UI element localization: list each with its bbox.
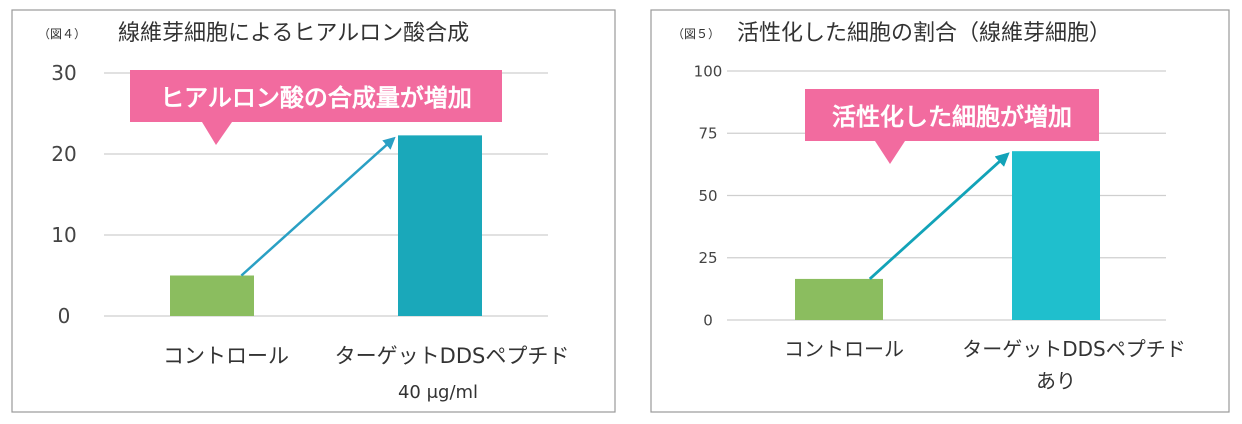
y-tick-label-2-1: 25 — [698, 249, 717, 267]
bar-1-0 — [170, 275, 254, 316]
bars-2 — [795, 151, 1100, 320]
callout-box-2 — [805, 89, 1099, 141]
increase-arrow-2 — [868, 152, 1010, 280]
chart-panel-1: （図４） 線維芽細胞によるヒアルロン酸合成 0 10 20 30 ヒアルロン酸の合成量… — [11, 9, 616, 413]
category-label-1-0: コントロール — [163, 344, 289, 368]
callout-text-2: 活性化した細胞が増加 — [832, 103, 1072, 131]
increase-arrow-1 — [240, 136, 396, 277]
y-tick-label-2-2: 50 — [698, 187, 717, 205]
callout-2: 活性化した細胞が増加 — [805, 89, 1099, 164]
y-tick-label-2-3: 75 — [698, 125, 717, 143]
callout-pointer-1 — [202, 122, 232, 145]
y-tick-label-1-2: 20 — [51, 142, 76, 166]
y-tick-label-2-0: 0 — [703, 311, 713, 329]
category-label-1-1: ターゲットDDSペプチド — [335, 344, 570, 368]
callout-box-1 — [130, 70, 502, 122]
y-tick-labels-2: 0 25 50 75 100 — [694, 62, 723, 329]
bars-1 — [170, 135, 482, 316]
figure-label-2: （図５） — [672, 27, 720, 41]
y-tick-label-1-3: 30 — [51, 61, 76, 85]
panel-2-frame — [650, 9, 1230, 413]
category-label-2-1: ターゲットDDSペプチド — [962, 337, 1186, 361]
bar-2-1 — [1012, 151, 1100, 320]
y-tick-label-2-4: 100 — [694, 62, 723, 80]
figure-label-1: （図４） — [38, 27, 86, 41]
callout-text-1: ヒアルロン酸の合成量が増加 — [160, 84, 472, 112]
y-tick-label-1-0: 0 — [58, 304, 71, 328]
chart-panel-2: （図５） 活性化した細胞の割合（線維芽細胞） 0 25 50 75 100 活性化した細… — [650, 9, 1230, 413]
chart-title-1: 線維芽細胞によるヒアルロン酸合成 — [118, 21, 469, 46]
y-tick-label-1-1: 10 — [51, 223, 76, 247]
callout-pointer-2 — [875, 141, 905, 164]
category-label-2-0: コントロール — [784, 337, 904, 361]
chart-title-2: 活性化した細胞の割合（線維芽細胞） — [737, 21, 1111, 46]
bar-1-1 — [398, 135, 482, 316]
bar-2-0 — [795, 278, 883, 320]
category-sublabel-2-1: あり — [1036, 369, 1076, 393]
callout-1: ヒアルロン酸の合成量が増加 — [130, 70, 502, 145]
category-sublabel-1-1: 40 μg/ml — [398, 382, 478, 403]
y-tick-labels-1: 0 10 20 30 — [51, 61, 76, 328]
